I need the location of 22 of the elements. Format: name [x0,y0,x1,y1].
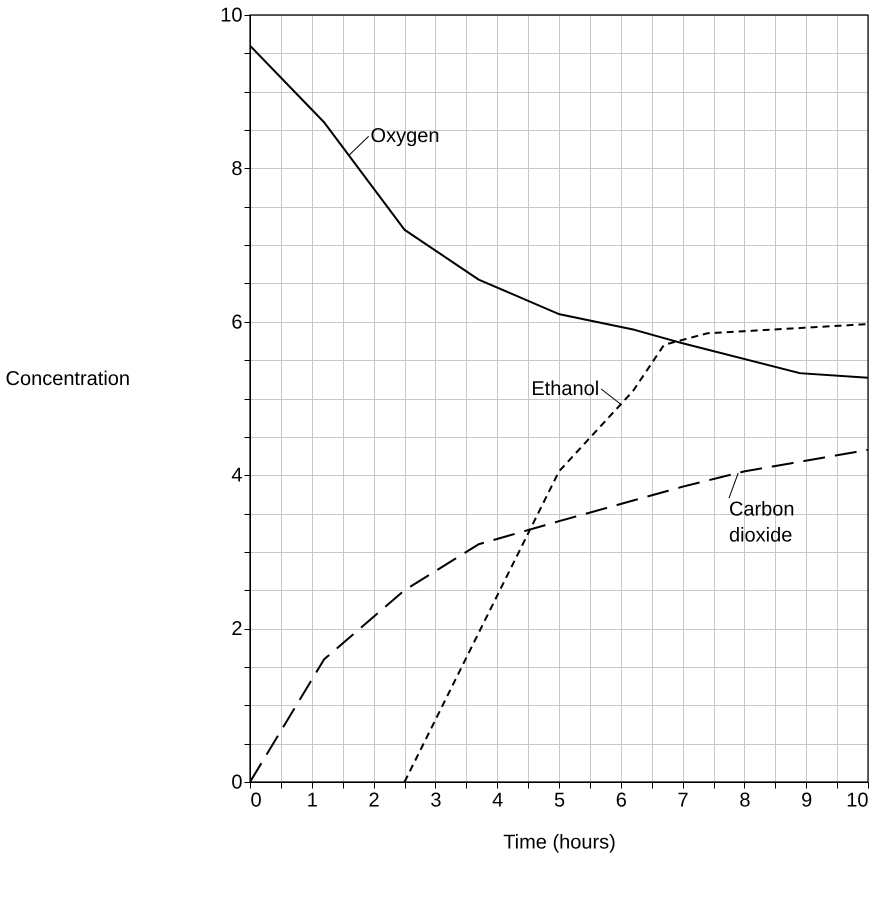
x-tick-label: 9 [801,790,812,812]
x-tick-label: 0 [250,790,262,812]
x-axis-title: Time (hours) [503,832,616,854]
y-tick-label: 2 [231,618,242,640]
y-axis-title: Concentration [6,368,130,390]
x-tick-label: 1 [306,790,318,812]
x-tick-label: 7 [678,790,689,812]
y-tick-label: 0 [231,772,242,794]
x-tick-label: 10 [846,790,868,812]
x-tick-label: 2 [368,790,380,812]
y-tick-label: 8 [231,158,242,180]
y-tick-label: 10 [220,4,242,26]
series-label: Carbon dioxide [728,498,795,547]
x-tick-label: 8 [739,790,750,812]
series-label: Ethanol [531,378,600,400]
x-tick-label: 6 [616,790,627,812]
y-tick-label: 4 [231,464,242,487]
legend-label: Oxygen [370,125,440,148]
y-tick-label: 6 [231,311,242,334]
x-tick-label: 5 [554,790,566,812]
x-tick-label: 4 [492,790,504,812]
x-tick-label: 3 [430,790,442,812]
